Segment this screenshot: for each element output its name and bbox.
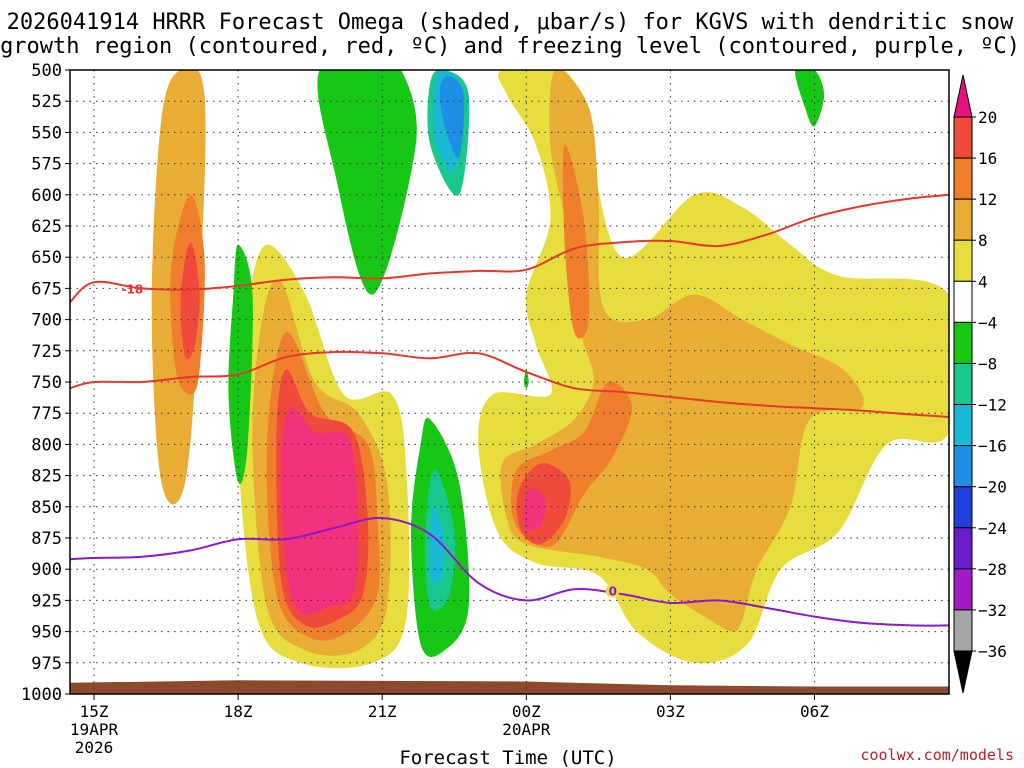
dgz-contour-label-0: -18	[122, 282, 144, 296]
colorbar-label-10: −24	[978, 519, 1007, 538]
y-tick-label-9: 725	[31, 342, 62, 362]
colorbar-label-5: −4	[978, 313, 997, 332]
x-tick-label-2: 21Z	[368, 702, 397, 721]
dgz-contour-1	[70, 350, 949, 418]
colorbar: 20 16 12 8 4 −4 −8 −12 −16 −20 −24 −28 −32 −36	[953, 74, 1007, 694]
colorbar-segment-7	[953, 404, 973, 447]
colorbar-segment-2	[953, 198, 973, 241]
y-tick-label-17: 925	[31, 591, 62, 611]
y-tick-label-20: 1000	[21, 685, 62, 705]
colorbar-segment-1	[953, 157, 973, 200]
colorbar-label-0: 20	[978, 108, 997, 127]
y-tick-label-13: 825	[31, 467, 62, 487]
contour-lines: -18 0	[70, 193, 949, 627]
colorbar-label-2: 12	[978, 190, 997, 209]
x-axis-title: Forecast Time (UTC)	[399, 747, 616, 768]
x-tick-label-5: 06Z	[800, 702, 829, 721]
freezing-label-bg	[605, 583, 620, 598]
omega-region-7	[281, 406, 359, 615]
terrain	[70, 680, 949, 694]
colorbar-segment-0	[953, 116, 973, 159]
y-tick-label-11: 775	[31, 404, 62, 424]
y-tick-label-12: 800	[31, 435, 62, 455]
y-tick-label-5: 625	[31, 217, 62, 237]
y-tick-label-8: 700	[31, 311, 62, 331]
x-tick-label-1: 18Z	[224, 702, 253, 721]
dgz-contour-0	[70, 193, 949, 303]
x-tick-date-3: 20APR	[502, 720, 551, 739]
colorbar-label-9: −20	[978, 478, 1007, 497]
x-tick-label-3: 00Z	[512, 702, 541, 721]
x-tick-date-0: 19APR	[70, 720, 119, 739]
colorbar-label-6: −8	[978, 354, 997, 373]
colorbar-label-11: −28	[978, 560, 1007, 579]
y-tick-label-15: 875	[31, 529, 62, 549]
colorbar-segment-11	[953, 568, 973, 611]
colorbar-segment-4	[953, 280, 973, 323]
x-tick-label-0: 15Z	[80, 702, 109, 721]
y-tick-label-19: 975	[31, 654, 62, 674]
colorbar-label-3: 8	[978, 231, 988, 250]
colorbar-segment-5	[953, 321, 973, 364]
y-tick-label-0: 500	[31, 61, 62, 81]
chart-title-line-1: 2026041914 HRRR Forecast Omega (shaded, …	[7, 10, 1014, 35]
x-tick-year-0: 2026	[75, 738, 114, 757]
colorbar-segment-9	[953, 486, 973, 529]
colorbar-segment-12	[953, 609, 973, 652]
omega-region-8	[317, 70, 417, 295]
omega-region-15	[228, 244, 253, 485]
colorbar-segment-3	[953, 239, 973, 282]
colorbar-label-7: −12	[978, 396, 1007, 415]
freezing-level-contour	[70, 516, 949, 627]
colorbar-label-4: 4	[978, 272, 988, 291]
omega-region-23	[523, 487, 546, 531]
y-tick-label-4: 600	[31, 186, 62, 206]
omega-region-11	[429, 506, 445, 585]
y-tick-label-7: 675	[31, 279, 62, 299]
omega-region-17	[795, 70, 825, 127]
colorbar-segment-8	[953, 445, 973, 488]
terrain-fill	[70, 680, 949, 694]
y-axis: 500 525 550 575 600 625 650 675 700 725 750 775 800 8…	[21, 61, 70, 705]
credit-text: coolwx.com/models	[860, 746, 1014, 764]
omega-shading	[151, 70, 949, 669]
y-tick-label-3: 575	[31, 155, 62, 175]
y-tick-label-1: 525	[31, 92, 62, 112]
y-tick-label-16: 900	[31, 560, 62, 580]
colorbar-bottom-arrow	[953, 650, 973, 694]
omega-region-2	[180, 242, 200, 360]
colorbar-label-12: −32	[978, 601, 1007, 620]
colorbar-label-8: −16	[978, 437, 1007, 456]
colorbar-label-1: 16	[978, 149, 997, 168]
y-tick-label-18: 950	[31, 623, 62, 643]
y-tick-label-2: 550	[31, 123, 62, 143]
colorbar-top-arrow	[953, 74, 973, 118]
colorbar-label-13: −36	[978, 642, 1007, 661]
y-tick-label-6: 650	[31, 248, 62, 268]
chart-title-line-2: growth region (contoured, red, ºC) and f…	[0, 34, 1020, 59]
y-tick-label-14: 850	[31, 498, 62, 518]
colorbar-segment-6	[953, 362, 973, 406]
colorbar-segment-10	[953, 527, 973, 570]
freezing-contour-label: 0	[609, 585, 617, 599]
omega-region-16	[523, 369, 529, 389]
omega-region-14	[439, 76, 465, 159]
y-tick-label-10: 750	[31, 373, 62, 393]
omega-region-20	[562, 144, 590, 339]
x-tick-label-4: 03Z	[656, 702, 685, 721]
